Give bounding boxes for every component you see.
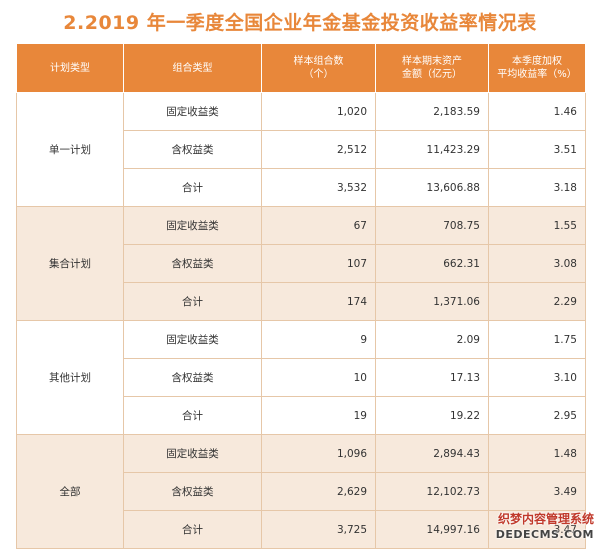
weighted-return-cell: 3.49 <box>488 472 586 511</box>
weighted-return-cell: 1.55 <box>488 206 586 245</box>
sample-count-cell: 1,020 <box>261 92 376 131</box>
combo-type-cell: 含权益类 <box>123 244 262 283</box>
sample-assets-cell: 708.75 <box>375 206 489 245</box>
header-combo-type: 组合类型 <box>123 43 262 93</box>
combo-type-cell: 合计 <box>123 510 262 549</box>
sample-assets-cell: 14,997.16 <box>375 510 489 549</box>
sample-assets-cell: 2.09 <box>375 320 489 359</box>
table-row: 合计 19 19.22 2.95 <box>17 396 586 435</box>
table-row: 合计 3,725 14,997.16 3.47 <box>17 510 586 549</box>
weighted-return-cell: 3.18 <box>488 168 586 207</box>
weighted-return-cell: 3.51 <box>488 130 586 169</box>
group-other-plan: 其他计划 固定收益类 9 2.09 1.75 含权益类 10 17.13 3.1… <box>16 320 586 435</box>
table-row: 含权益类 2,512 11,423.29 3.51 <box>17 130 586 169</box>
table-row: 全部 固定收益类 1,096 2,894.43 1.48 <box>16 434 586 549</box>
sample-count-cell: 10 <box>261 358 376 397</box>
sample-count-cell: 107 <box>261 244 376 283</box>
combo-type-cell: 固定收益类 <box>123 320 262 359</box>
sample-assets-cell: 11,423.29 <box>375 130 489 169</box>
group-collective-plan: 集合计划 固定收益类 67 708.75 1.55 含权益类 107 662.3… <box>16 206 586 321</box>
sample-assets-cell: 2,894.43 <box>375 434 489 473</box>
table-row: 含权益类 107 662.31 3.08 <box>17 244 586 283</box>
combo-type-cell: 合计 <box>123 168 262 207</box>
table-row: 单一计划 固定收益类 1,020 2,183.59 1.46 <box>16 92 586 207</box>
table-row: 含权益类 2,629 12,102.73 3.49 <box>17 472 586 511</box>
header-sample-assets: 样本期末资产 金额（亿元） <box>375 43 489 93</box>
sample-count-cell: 174 <box>261 282 376 321</box>
combo-type-cell: 合计 <box>123 282 262 321</box>
sample-count-cell: 9 <box>261 320 376 359</box>
header-weighted-return: 本季度加权 平均收益率（%） <box>488 43 586 93</box>
group-single-plan: 单一计划 固定收益类 1,020 2,183.59 1.46 含权益类 2,51… <box>16 92 586 207</box>
table-row: 其他计划 固定收益类 9 2.09 1.75 <box>16 320 586 435</box>
header-sample-count: 样本组合数 （个） <box>261 43 376 93</box>
weighted-return-cell: 2.95 <box>488 396 586 435</box>
weighted-return-cell: 1.75 <box>488 320 586 359</box>
sample-assets-cell: 662.31 <box>375 244 489 283</box>
sample-assets-cell: 1,371.06 <box>375 282 489 321</box>
combo-type-cell: 含权益类 <box>123 472 262 511</box>
page-title: 2.2019 年一季度全国企业年金基金投资收益率情况表 <box>63 12 537 34</box>
group-all-plans: 全部 固定收益类 1,096 2,894.43 1.48 含权益类 2,629 … <box>16 434 586 549</box>
sample-assets-cell: 19.22 <box>375 396 489 435</box>
plan-type-cell: 单一计划 <box>16 92 124 207</box>
sample-count-cell: 2,512 <box>261 130 376 169</box>
combo-type-cell: 固定收益类 <box>123 434 262 473</box>
weighted-return-cell: 1.48 <box>488 434 586 473</box>
sample-count-cell: 3,532 <box>261 168 376 207</box>
plan-type-cell: 其他计划 <box>16 320 124 435</box>
table-header: 计划类型 组合类型 样本组合数 （个） 样本期末资产 金额（亿元） 本季度加权 … <box>16 43 586 93</box>
sample-assets-cell: 13,606.88 <box>375 168 489 207</box>
sample-count-cell: 19 <box>261 396 376 435</box>
table-row: 合计 3,532 13,606.88 3.18 <box>17 168 586 207</box>
sample-count-cell: 3,725 <box>261 510 376 549</box>
table-row: 集合计划 固定收益类 67 708.75 1.55 <box>16 206 586 321</box>
combo-type-cell: 含权益类 <box>123 130 262 169</box>
sample-assets-cell: 2,183.59 <box>375 92 489 131</box>
watermark-line-2: DEDECMS.COM <box>495 528 594 541</box>
sample-assets-cell: 12,102.73 <box>375 472 489 511</box>
returns-table: 计划类型 组合类型 样本组合数 （个） 样本期末资产 金额（亿元） 本季度加权 … <box>16 43 586 549</box>
combo-type-cell: 固定收益类 <box>123 92 262 131</box>
weighted-return-cell: 3.10 <box>488 358 586 397</box>
sample-count-cell: 2,629 <box>261 472 376 511</box>
sample-count-cell: 1,096 <box>261 434 376 473</box>
watermark: 织梦内容管理系统 DEDECMS.COM <box>496 512 594 542</box>
weighted-return-cell: 3.47 <box>488 510 586 549</box>
weighted-return-cell: 1.46 <box>488 92 586 131</box>
plan-type-cell: 集合计划 <box>16 206 124 321</box>
weighted-return-cell: 2.29 <box>488 282 586 321</box>
combo-type-cell: 固定收益类 <box>123 206 262 245</box>
sample-count-cell: 67 <box>261 206 376 245</box>
watermark-line-1: 织梦内容管理系统 <box>497 512 594 526</box>
combo-type-cell: 合计 <box>123 396 262 435</box>
weighted-return-cell: 3.08 <box>488 244 586 283</box>
header-plan-type: 计划类型 <box>16 43 124 93</box>
sample-assets-cell: 17.13 <box>375 358 489 397</box>
table-row: 合计 174 1,371.06 2.29 <box>17 282 586 321</box>
combo-type-cell: 含权益类 <box>123 358 262 397</box>
plan-type-cell: 全部 <box>16 434 124 549</box>
